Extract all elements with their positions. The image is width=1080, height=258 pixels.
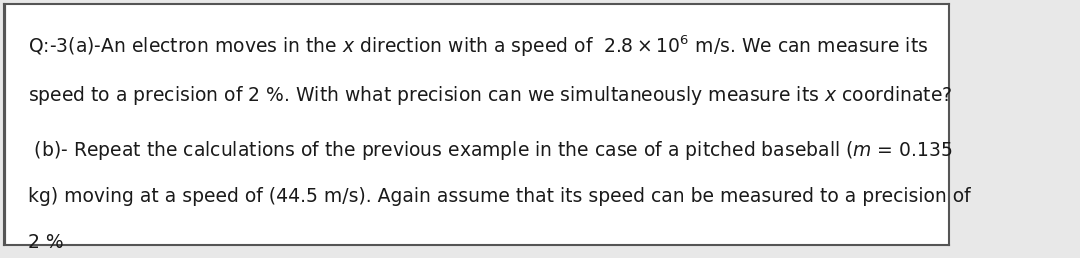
Text: speed to a precision of 2 %. With what precision can we simultaneously measure i: speed to a precision of 2 %. With what p…: [28, 84, 953, 107]
Text: kg) moving at a speed of (44.5 m/s). Again assume that its speed can be measured: kg) moving at a speed of (44.5 m/s). Aga…: [28, 187, 971, 206]
Text: (b)- Repeat the calculations of the previous example in the case of a pitched ba: (b)- Repeat the calculations of the prev…: [28, 139, 953, 162]
Text: 2 %: 2 %: [28, 233, 64, 252]
Text: Q:-3(a)-An electron moves in the $x$ direction with a speed of  $2.8 \times 10^6: Q:-3(a)-An electron moves in the $x$ dir…: [28, 33, 928, 59]
